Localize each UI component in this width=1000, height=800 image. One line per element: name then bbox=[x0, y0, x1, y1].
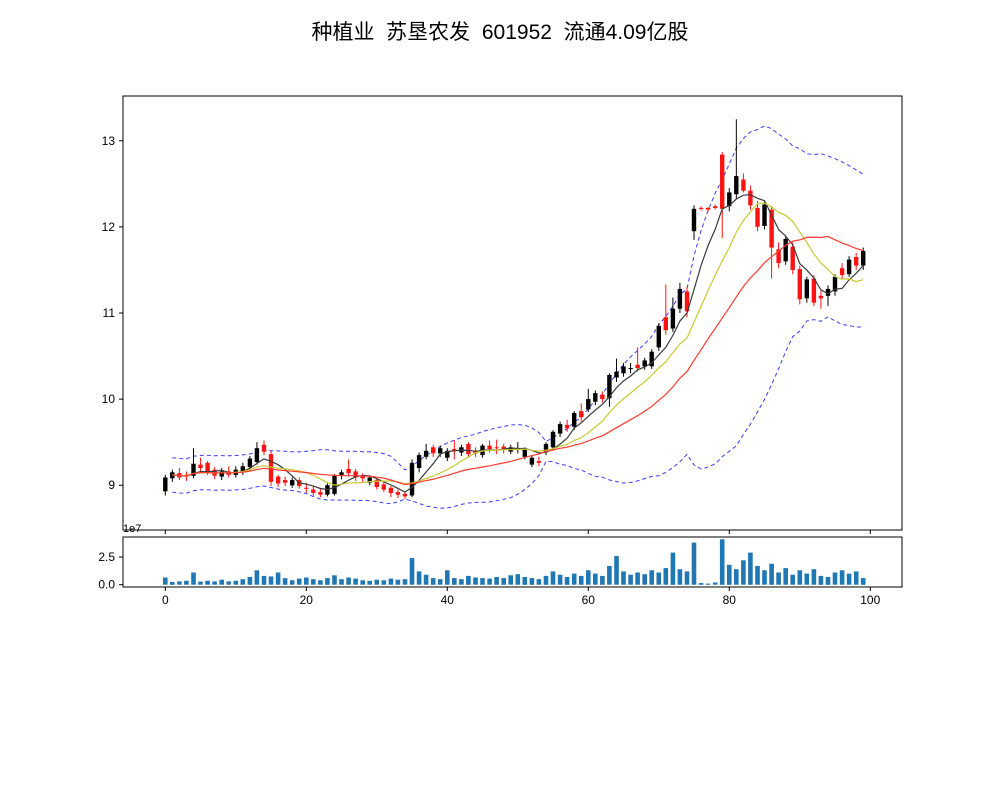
price-tick-label: 11 bbox=[103, 306, 116, 320]
chart-title: 种植业 苏垦农发 601952 流通4.09亿股 bbox=[311, 21, 689, 44]
x-tick-label: 80 bbox=[723, 593, 737, 607]
x-tick-label: 40 bbox=[441, 593, 455, 607]
volume-tick-label: 2.5 bbox=[98, 550, 115, 564]
price-tick-label: 12 bbox=[102, 220, 116, 234]
volume-panel-border bbox=[122, 536, 903, 588]
x-tick-label: 60 bbox=[582, 593, 596, 607]
ma20-line bbox=[172, 235, 864, 486]
x-tick-label: 100 bbox=[860, 593, 880, 607]
volume-series bbox=[163, 539, 866, 585]
volume-tick-label: 0.0 bbox=[98, 578, 115, 592]
moving-average-lines bbox=[172, 194, 864, 493]
bollinger-bands bbox=[172, 125, 864, 509]
ma5-line bbox=[172, 194, 864, 493]
bollinger-upper-band bbox=[172, 125, 864, 471]
x-tick-label: 20 bbox=[300, 593, 314, 607]
price-panel-border bbox=[122, 95, 903, 531]
volume-scale-label: 1e7 bbox=[123, 523, 141, 535]
price-tick-label: 10 bbox=[102, 392, 116, 406]
price-tick-label: 13 bbox=[102, 134, 116, 148]
x-tick-label: 0 bbox=[162, 593, 169, 607]
axes: 9 10 11 12 13 0.0 2.5 0 20 40 60 80 100 1e7 bbox=[98, 95, 903, 607]
price-tick-label: 9 bbox=[108, 478, 115, 492]
ma10-line bbox=[172, 202, 864, 486]
candlestick-series bbox=[163, 119, 866, 499]
bollinger-lower-band bbox=[172, 316, 864, 509]
